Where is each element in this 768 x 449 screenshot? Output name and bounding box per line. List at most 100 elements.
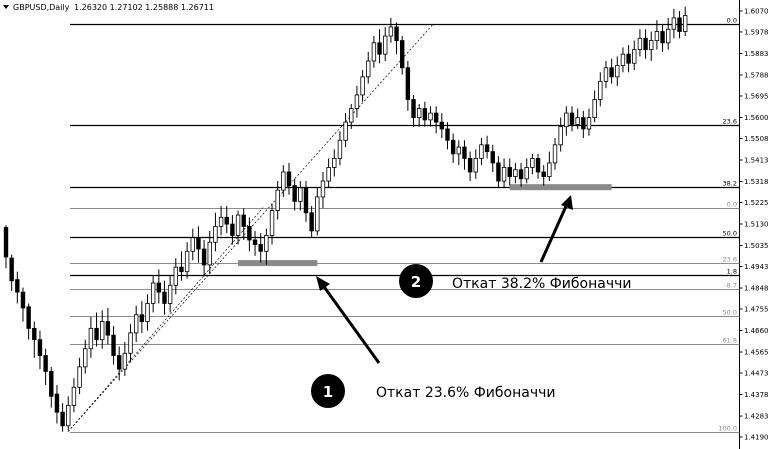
fib-label-major: 50.0 [723,230,737,238]
candle [467,151,473,182]
candle-body [535,158,541,173]
candle-body [592,99,597,119]
annotation-1-text: Откат 23.6% Фибоначчи [376,385,555,401]
candle-body [224,216,229,225]
candle-body [547,162,552,177]
candle-body [683,15,688,32]
candle [111,326,116,365]
price-tick-label: 1.58830 [744,50,768,58]
candle [122,341,128,376]
fib-label-major: 23.6 [723,118,737,126]
candle-body [269,210,275,236]
candle [298,181,303,211]
symbol-label: GBPUSD,Daily [13,3,70,12]
candle-body [326,167,331,182]
candle [332,149,337,177]
candle [179,251,184,281]
candle-body [49,371,54,397]
candle [32,321,37,358]
candle [569,106,575,132]
candle-body [145,303,150,322]
candle-body [184,250,190,273]
annotation-2-text: Откат 38.2% Фибоначчи [452,276,631,292]
candle-body [128,332,133,354]
candle-body [150,282,156,304]
candle [360,70,365,102]
candle-body [677,17,682,32]
candle [292,178,297,211]
candle-body [371,42,377,62]
candle [405,60,411,111]
candle [643,29,648,59]
candle [247,217,252,252]
candle-body [349,108,354,123]
candle [575,108,580,129]
candle [609,58,614,84]
candle [620,47,626,73]
candle-body [298,187,303,202]
candle [586,108,592,136]
candle-body [660,31,665,44]
candle [173,258,178,295]
candle-body [258,244,263,252]
candle-body [513,169,518,177]
chart-menu-triangle-icon[interactable] [3,5,9,9]
candle-body [456,146,461,155]
candle-body [439,121,445,130]
candle-body [71,386,77,406]
candle-body [218,216,224,227]
candle-body [416,108,422,119]
candle-body [303,187,309,214]
candle [201,239,207,277]
candle-body [20,291,26,309]
price-tick-label: 1.51305 [744,221,768,229]
candle-body [450,139,456,155]
candle [286,162,292,195]
candle [660,24,665,52]
candle [9,254,14,291]
fib-label-major: 38.2 [723,180,737,188]
candle [349,104,354,129]
candle-body [139,314,145,322]
candle-body [649,40,654,51]
candle-body [484,144,490,153]
candle [83,339,88,374]
candle [100,310,105,349]
price-tick-label: 1.44730 [744,369,768,377]
price-axis[interactable]: 1.60705 1.59780 1.58830 1.57880 1.56955 1.560… [739,8,768,442]
price-tick-label: 1.41905 [744,434,768,442]
candle [683,6,688,37]
highlight-zones [238,184,612,267]
candle [218,205,224,236]
candle [501,158,507,188]
candle-body [156,282,162,293]
candle-body [94,327,99,341]
price-tick-label: 1.54130 [744,156,768,164]
candle-body [569,112,575,125]
candle [428,106,433,127]
candle [190,228,195,261]
candle [94,312,99,347]
candle-body [598,80,603,100]
candle [60,403,65,432]
candle-body [575,117,580,125]
candle-body [54,393,60,413]
candle [530,153,535,175]
candle [371,36,377,68]
candle [626,45,631,73]
candle [207,230,212,274]
candle-body [264,235,269,252]
fib-label-minor: 100.0 [718,425,737,433]
price-tick-label: 1.56955 [744,92,768,100]
candle-body [275,189,280,211]
fib-label-minor: 0.0 [727,201,737,209]
candle-body [122,352,128,370]
candle [133,305,139,342]
candle-body [496,162,501,182]
candle-body [467,158,473,173]
candle-body [507,167,512,177]
candle-body [428,112,433,121]
candle [462,140,467,170]
candle [54,384,60,424]
